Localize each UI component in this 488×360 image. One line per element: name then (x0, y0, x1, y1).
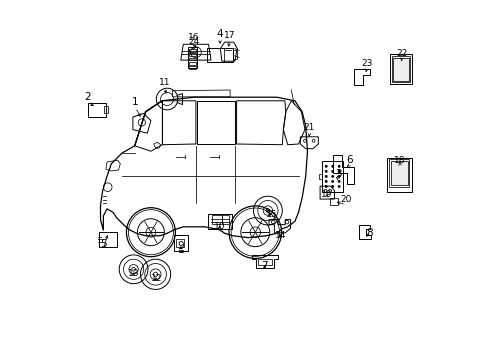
Bar (189, 53, 195, 56)
Bar (189, 66, 195, 69)
Bar (189, 62, 195, 65)
Circle shape (325, 176, 326, 177)
Bar (329, 198, 337, 205)
Text: 18: 18 (393, 156, 405, 165)
Bar (388, 159, 408, 187)
Text: 22: 22 (395, 49, 407, 58)
Text: 8: 8 (366, 228, 372, 238)
Text: 10: 10 (213, 222, 224, 231)
Circle shape (338, 176, 339, 177)
Circle shape (338, 166, 339, 167)
Text: 24: 24 (188, 37, 199, 46)
Bar (104, 106, 107, 113)
Bar (178, 250, 183, 252)
Bar (99, 232, 117, 247)
Bar (187, 47, 196, 68)
Bar (206, 48, 232, 62)
Circle shape (325, 171, 326, 172)
Text: 9: 9 (177, 241, 183, 251)
Text: 17: 17 (223, 31, 235, 40)
Text: 6: 6 (346, 154, 352, 165)
Text: 16: 16 (188, 33, 200, 42)
Circle shape (325, 166, 326, 167)
Text: 12: 12 (150, 274, 162, 283)
Circle shape (338, 171, 339, 172)
Circle shape (331, 171, 333, 172)
Bar (389, 54, 411, 85)
Text: 20: 20 (340, 195, 351, 204)
Circle shape (325, 186, 326, 187)
Text: 4: 4 (216, 29, 223, 39)
Bar (386, 158, 411, 192)
Text: 15: 15 (265, 210, 277, 219)
Bar (390, 161, 407, 185)
Text: 2: 2 (84, 91, 91, 102)
Bar (232, 50, 237, 59)
Circle shape (325, 181, 326, 182)
Text: 23: 23 (361, 59, 372, 68)
Circle shape (338, 181, 339, 182)
Text: 11: 11 (158, 78, 170, 87)
Bar (392, 58, 408, 81)
Circle shape (331, 166, 333, 167)
Bar (174, 235, 187, 251)
Bar (318, 174, 321, 179)
Bar (189, 49, 195, 52)
Bar (257, 259, 272, 265)
Circle shape (338, 186, 339, 187)
Text: 1: 1 (132, 97, 139, 107)
Bar (189, 58, 195, 60)
Text: 21: 21 (303, 123, 314, 132)
Bar (222, 215, 228, 224)
Bar (321, 161, 343, 192)
Bar (212, 215, 222, 224)
Circle shape (331, 176, 333, 177)
Text: 5: 5 (100, 239, 106, 249)
Text: 3: 3 (335, 169, 342, 179)
Text: 7: 7 (261, 261, 267, 271)
Text: 14: 14 (274, 231, 285, 240)
Circle shape (331, 186, 333, 187)
Bar (176, 239, 183, 247)
Bar (208, 214, 231, 229)
Bar (88, 103, 105, 117)
Text: 19: 19 (320, 190, 332, 199)
Circle shape (331, 181, 333, 182)
Text: 13: 13 (127, 269, 139, 278)
Bar (391, 56, 409, 82)
